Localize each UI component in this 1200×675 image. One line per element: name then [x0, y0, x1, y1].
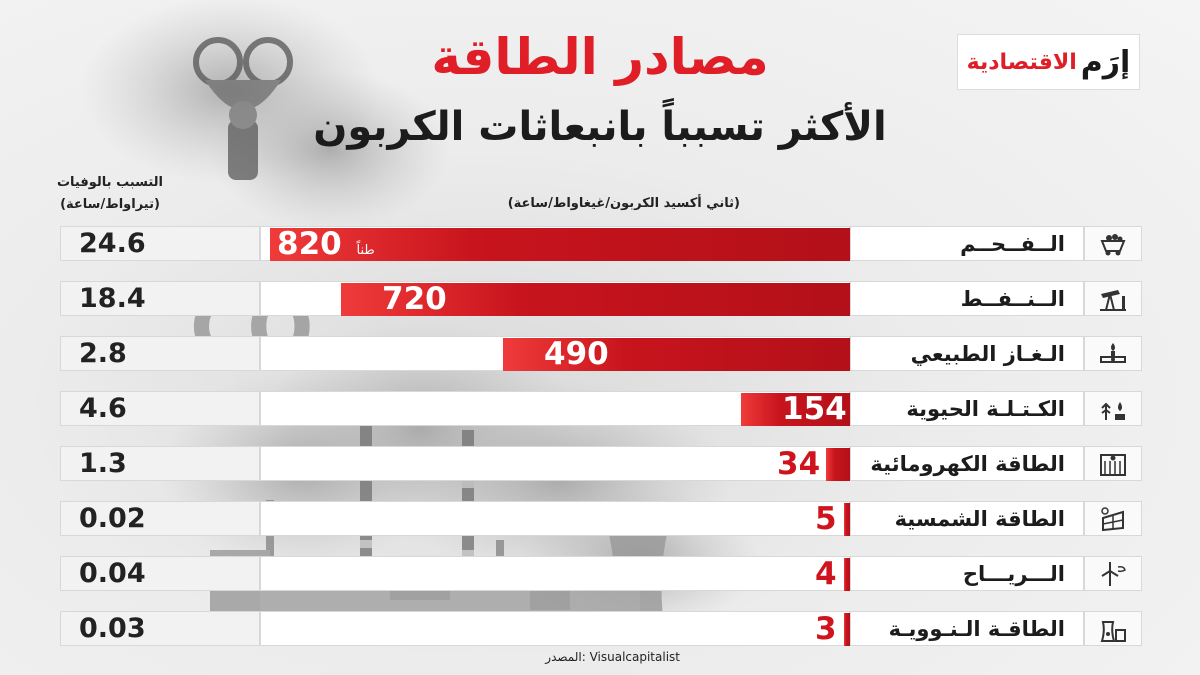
bar-track: 34 — [260, 446, 850, 482]
emission-value-label: 490 — [544, 337, 609, 372]
oil-pump-icon — [1084, 281, 1142, 316]
logo-sub-text: الاقتصادية — [966, 49, 1077, 75]
chart-row: 18.4 720 الــنــفــط — [60, 281, 1142, 317]
death-rate-value: 1.3 — [60, 446, 260, 481]
emission-bar — [270, 228, 850, 261]
emission-unit-label: طناً — [356, 243, 375, 258]
gas-mask-icon — [193, 37, 293, 180]
bar-track: طناً 820 — [260, 226, 850, 262]
category-label: الطاقـة الـنـوويـة — [850, 611, 1084, 646]
emission-bar — [503, 338, 850, 371]
emission-bar — [341, 283, 850, 316]
page-title: مصادر الطاقة — [431, 28, 769, 86]
death-rate-value: 2.8 — [60, 336, 260, 371]
chart-row: 1.3 34 الطاقة الكهرومائية — [60, 446, 1142, 482]
emission-value-label: طناً 820 — [277, 227, 375, 262]
deaths-axis-label: التسبب بالوفيات — [56, 175, 164, 190]
death-rate-value: 0.03 — [60, 611, 260, 646]
category-label: الـغـاز الطبيعي — [850, 336, 1084, 371]
deaths-axis-header: التسبب بالوفيات (تيراواط/ساعة) — [40, 172, 180, 216]
brand-logo: إرَم الاقتصادية — [957, 34, 1140, 90]
emission-bar — [844, 558, 850, 591]
emission-value-text: 154 — [782, 391, 847, 427]
solar-panel-icon — [1084, 501, 1142, 536]
bar-track: 154 — [260, 391, 850, 427]
emission-value-text: 820 — [277, 226, 342, 262]
category-label: الــنــفــط — [850, 281, 1084, 316]
chart-row: 4.6 154 الكـتـلـة الحيوية — [60, 391, 1142, 427]
emission-value-text: 490 — [544, 336, 609, 372]
wind-turbine-icon — [1084, 556, 1142, 591]
gas-valve-icon — [1084, 336, 1142, 371]
death-rate-value: 24.6 — [60, 226, 260, 261]
deaths-axis-unit: (تيراواط/ساعة) — [60, 197, 160, 212]
bar-track: 3 — [260, 611, 850, 647]
nuclear-plant-icon — [1084, 611, 1142, 646]
emission-value-text: 720 — [382, 281, 447, 317]
emission-bar — [844, 613, 850, 646]
emission-value-text: 4 — [815, 556, 837, 592]
chart-row: 0.04 4 الـــريـــاح — [60, 556, 1142, 592]
death-rate-value: 0.04 — [60, 556, 260, 591]
emission-value-text: 3 — [815, 611, 837, 647]
emission-bar — [844, 503, 850, 536]
coal-cart-icon — [1084, 226, 1142, 261]
emission-value-label: 154 — [782, 392, 847, 427]
emission-value-label: 4 — [815, 557, 837, 592]
emission-bar — [826, 448, 850, 481]
emission-value-label: 34 — [777, 447, 820, 482]
death-rate-value: 4.6 — [60, 391, 260, 426]
emission-bar — [741, 393, 850, 426]
category-label: الكـتـلـة الحيوية — [850, 391, 1084, 426]
death-rate-value: 0.02 — [60, 501, 260, 536]
emission-value-text: 34 — [777, 446, 821, 482]
death-rate-value: 18.4 — [60, 281, 260, 316]
bar-track: 490 — [260, 336, 850, 372]
emission-value-label: 3 — [815, 612, 837, 647]
logo-main-text: إرَم — [1080, 44, 1131, 80]
bar-track: 4 — [260, 556, 850, 592]
category-label: الـــريـــاح — [850, 556, 1084, 591]
source-note: المصدر: Visualcapitalist — [545, 650, 680, 664]
emission-value-label: 720 — [382, 282, 447, 317]
hydro-dam-icon — [1084, 446, 1142, 481]
chart-row: 0.02 5 الطاقة الشمسية — [60, 501, 1142, 537]
bar-track: 720 — [260, 281, 850, 317]
emission-value-label: 5 — [815, 502, 837, 537]
emission-value-text: 5 — [815, 501, 837, 537]
bar-track: 5 — [260, 501, 850, 537]
chart-row: 0.03 3 الطاقـة الـنـوويـة — [60, 611, 1142, 647]
chart-row: 24.6 طناً 820 الــفــحــم — [60, 226, 1142, 262]
emissions-axis-label: (ثاني أكسيد الكربون/غيغاواط/ساعة) — [507, 196, 740, 211]
chart-row: 2.8 490 الـغـاز الطبيعي — [60, 336, 1142, 372]
biomass-icon — [1084, 391, 1142, 426]
page-subtitle: الأكثر تسبباً بانبعاثات الكربون — [313, 104, 887, 150]
category-label: الطاقة الكهرومائية — [850, 446, 1084, 481]
category-label: الطاقة الشمسية — [850, 501, 1084, 536]
category-label: الــفــحــم — [850, 226, 1084, 261]
